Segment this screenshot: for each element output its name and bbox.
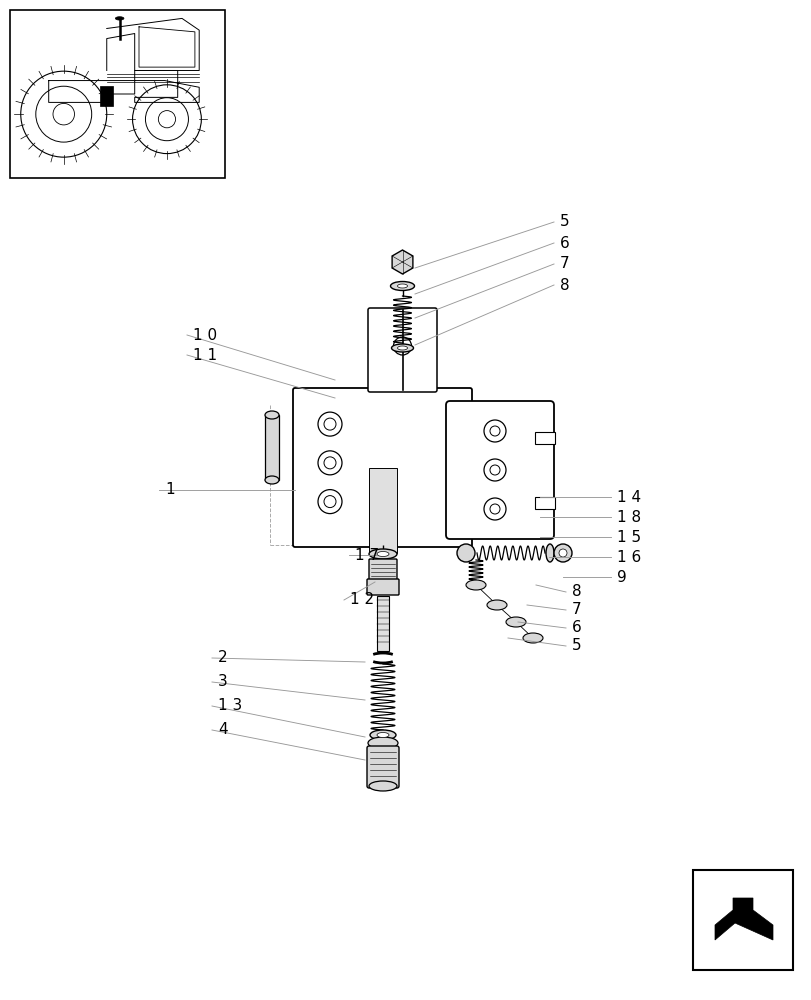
- Ellipse shape: [367, 737, 397, 749]
- FancyBboxPatch shape: [368, 559, 397, 583]
- Text: 7: 7: [571, 602, 581, 617]
- Bar: [368, 468, 396, 553]
- Text: 1 7: 1 7: [354, 548, 379, 562]
- Text: 8: 8: [560, 277, 569, 292]
- Bar: [10, 10, 225, 178]
- Ellipse shape: [545, 544, 553, 562]
- Ellipse shape: [264, 411, 279, 419]
- Text: 8: 8: [571, 584, 581, 599]
- Circle shape: [553, 544, 571, 562]
- Text: 6: 6: [571, 620, 581, 636]
- Ellipse shape: [390, 282, 414, 290]
- Bar: [264, 415, 279, 480]
- Ellipse shape: [466, 580, 486, 590]
- Text: 1 0: 1 0: [193, 328, 217, 342]
- Bar: [534, 496, 554, 508]
- Ellipse shape: [115, 17, 124, 20]
- Bar: [534, 432, 554, 444]
- Text: 3: 3: [217, 674, 227, 690]
- Text: 1 3: 1 3: [217, 698, 242, 714]
- FancyBboxPatch shape: [367, 579, 398, 595]
- Text: 6: 6: [560, 235, 569, 250]
- Text: 5: 5: [560, 215, 569, 230]
- Text: 2: 2: [217, 650, 227, 666]
- Text: 4: 4: [217, 722, 227, 738]
- FancyBboxPatch shape: [367, 746, 398, 788]
- Ellipse shape: [376, 732, 388, 738]
- Text: 1 4: 1 4: [616, 489, 641, 504]
- Polygon shape: [392, 250, 412, 274]
- Ellipse shape: [264, 476, 279, 484]
- Text: 1 8: 1 8: [616, 510, 641, 524]
- Ellipse shape: [505, 617, 526, 627]
- Text: 5: 5: [571, 639, 581, 654]
- FancyBboxPatch shape: [445, 401, 553, 539]
- Ellipse shape: [368, 781, 397, 791]
- Ellipse shape: [522, 633, 543, 643]
- FancyBboxPatch shape: [293, 388, 471, 547]
- Text: 7: 7: [560, 256, 569, 271]
- Text: 1 1: 1 1: [193, 348, 217, 362]
- Polygon shape: [714, 898, 772, 940]
- Ellipse shape: [391, 344, 413, 352]
- Ellipse shape: [487, 600, 506, 610]
- Ellipse shape: [397, 284, 407, 288]
- Bar: [692, 870, 792, 970]
- Circle shape: [558, 549, 566, 557]
- Text: 1 6: 1 6: [616, 550, 641, 564]
- Text: 1 2: 1 2: [350, 592, 374, 607]
- Ellipse shape: [370, 730, 396, 740]
- Text: 1: 1: [165, 483, 174, 497]
- FancyBboxPatch shape: [367, 308, 436, 392]
- Ellipse shape: [397, 346, 407, 350]
- Text: 1 5: 1 5: [616, 530, 641, 544]
- Text: 9: 9: [616, 570, 626, 584]
- Bar: [101, 86, 113, 106]
- Bar: [376, 596, 388, 651]
- Ellipse shape: [376, 552, 388, 556]
- Ellipse shape: [368, 549, 397, 559]
- Circle shape: [457, 544, 474, 562]
